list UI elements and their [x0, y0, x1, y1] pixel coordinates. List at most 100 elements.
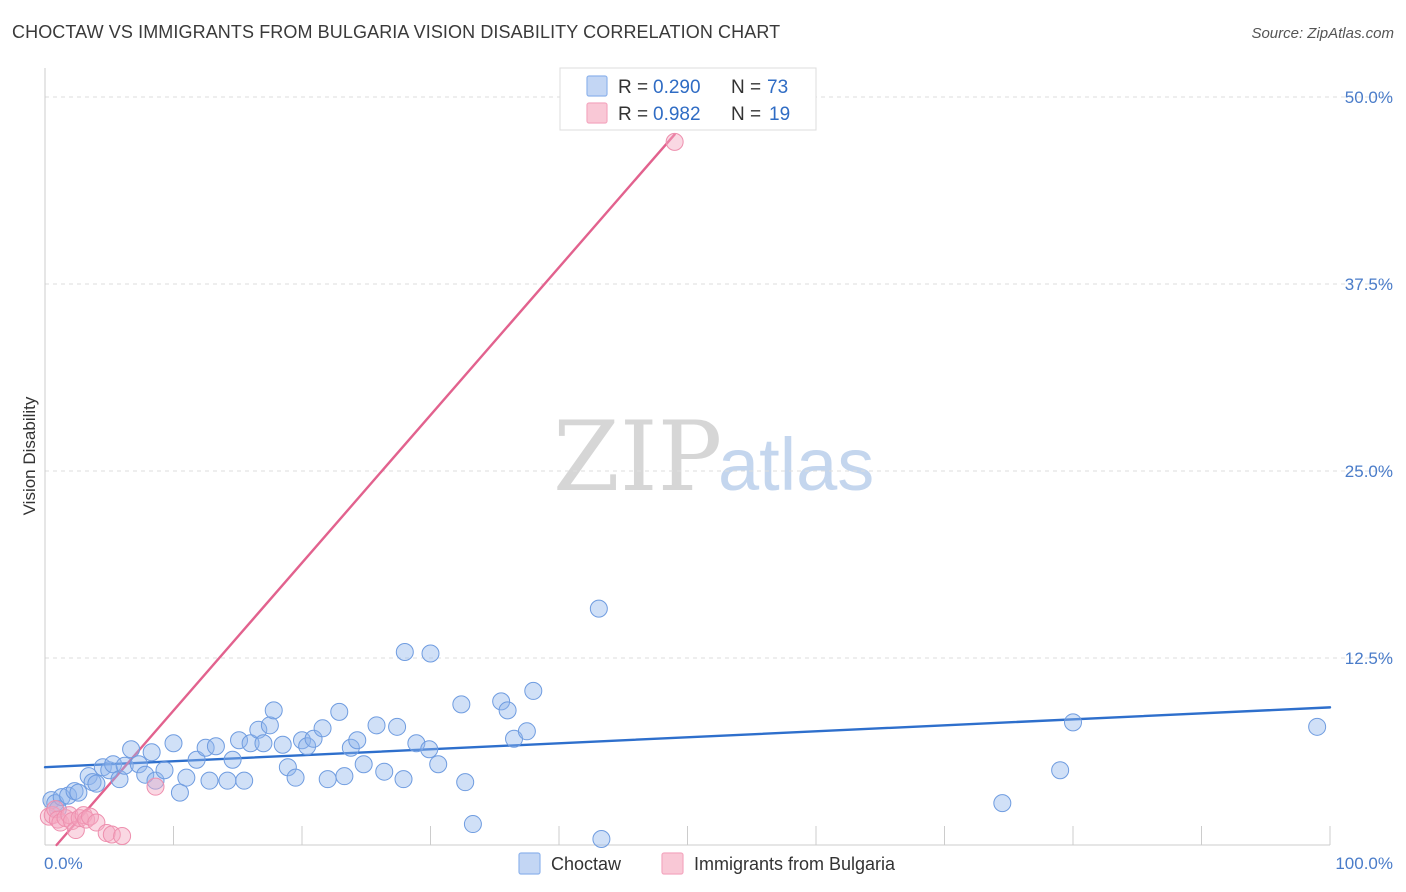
data-point-choctaw	[260, 716, 279, 735]
data-point-choctaw	[335, 767, 354, 786]
y-tick-label: 25.0%	[1345, 462, 1393, 481]
data-point-choctaw	[498, 701, 517, 720]
legend-swatch-bulgaria	[586, 102, 608, 124]
data-point-choctaw	[517, 722, 536, 741]
data-point-choctaw	[1051, 761, 1070, 780]
data-point-choctaw	[104, 755, 123, 774]
data-point-choctaw	[136, 765, 155, 784]
data-point-choctaw	[170, 783, 189, 802]
data-point-choctaw	[395, 643, 414, 662]
data-point-choctaw	[218, 771, 237, 790]
legend-swatch-choctaw	[586, 75, 608, 97]
data-point-choctaw	[129, 755, 148, 774]
trend-line-bulgaria	[55, 133, 676, 847]
trend-lines	[43, 133, 1332, 847]
stats-legend: R = 0.290 N = 73 R = 0.982 N = 19	[559, 67, 817, 131]
data-point-choctaw	[1308, 717, 1327, 736]
legend-r-label: R =	[618, 77, 648, 98]
data-point-choctaw	[318, 770, 337, 789]
data-point-bulgaria	[146, 777, 165, 796]
x-tick-label: 100.0%	[1335, 854, 1393, 873]
data-point-choctaw	[421, 644, 440, 663]
x-tick-labels: 0.0% 100.0%	[44, 854, 1393, 873]
data-point-choctaw	[87, 774, 106, 793]
data-point-choctaw	[304, 729, 323, 748]
y-tick-label: 12.5%	[1345, 649, 1393, 668]
data-point-choctaw	[420, 740, 439, 759]
data-point-choctaw	[348, 731, 367, 750]
y-tick-label: 37.5%	[1345, 275, 1393, 294]
data-point-choctaw	[293, 731, 311, 750]
data-points	[39, 132, 1327, 849]
data-point-choctaw	[1064, 713, 1082, 732]
series-legend-swatch-choctaw	[518, 852, 541, 875]
data-point-choctaw	[254, 734, 273, 753]
data-point-bulgaria	[665, 132, 684, 151]
data-point-choctaw	[589, 599, 608, 618]
data-point-choctaw	[524, 681, 543, 700]
legend-r-value-bulgaria: 0.982	[653, 104, 701, 125]
data-point-choctaw	[993, 794, 1012, 813]
trend-line-choctaw	[43, 706, 1332, 769]
data-point-choctaw	[456, 773, 475, 792]
data-point-choctaw	[278, 758, 297, 777]
data-point-choctaw	[223, 750, 242, 769]
data-point-choctaw	[69, 783, 88, 802]
legend-n-value-bulgaria: 19	[769, 104, 790, 125]
data-point-choctaw	[286, 768, 305, 787]
data-point-choctaw	[375, 762, 394, 781]
series-legend-swatch-bulgaria	[661, 852, 684, 875]
data-point-choctaw	[429, 755, 448, 774]
legend-n-label: N =	[731, 104, 761, 125]
data-point-choctaw	[313, 719, 332, 738]
data-point-choctaw	[592, 830, 611, 849]
watermark-atlas: atlas	[718, 423, 874, 506]
data-point-choctaw	[155, 761, 174, 780]
data-point-choctaw	[249, 720, 268, 739]
data-point-choctaw	[164, 734, 183, 753]
y-axis-label: Vision Disability	[20, 396, 39, 515]
series-legend: Choctaw Immigrants from Bulgaria	[518, 852, 896, 875]
gridlines	[45, 96, 1392, 659]
legend-n-value-choctaw: 73	[767, 77, 788, 98]
data-point-choctaw	[264, 701, 283, 720]
data-point-choctaw	[452, 695, 471, 714]
y-tick-labels: 12.5% 25.0% 37.5% 50.0%	[1345, 88, 1393, 668]
data-point-choctaw	[122, 740, 141, 759]
axes	[44, 68, 1331, 846]
data-point-choctaw	[187, 750, 206, 769]
legend-n-label: N =	[731, 77, 761, 98]
data-point-choctaw	[492, 692, 511, 711]
chart-title: CHOCTAW VS IMMIGRANTS FROM BULGARIA VISI…	[12, 22, 781, 42]
data-point-choctaw	[330, 702, 349, 721]
data-point-choctaw	[142, 743, 161, 762]
series-legend-label-choctaw: Choctaw	[551, 854, 622, 874]
data-point-choctaw	[235, 771, 254, 790]
series-legend-label-bulgaria: Immigrants from Bulgaria	[694, 854, 896, 874]
data-point-choctaw	[463, 815, 482, 834]
y-tick-label: 50.0%	[1345, 88, 1393, 107]
data-point-choctaw	[146, 771, 165, 790]
data-point-bulgaria	[48, 810, 67, 829]
data-point-choctaw	[206, 737, 225, 756]
data-point-bulgaria	[113, 827, 132, 846]
data-point-choctaw	[341, 738, 360, 757]
data-point-choctaw	[200, 771, 219, 790]
data-point-choctaw	[177, 768, 196, 787]
data-point-choctaw	[298, 737, 317, 756]
data-point-choctaw	[367, 716, 386, 735]
data-point-choctaw	[241, 734, 260, 753]
data-point-choctaw	[394, 770, 413, 789]
data-point-choctaw	[388, 717, 407, 736]
data-point-choctaw	[354, 755, 373, 774]
data-point-choctaw	[115, 756, 134, 775]
data-point-choctaw	[273, 735, 292, 754]
data-point-choctaw	[230, 731, 249, 750]
data-point-choctaw	[59, 786, 78, 805]
legend-r-label: R =	[618, 104, 648, 125]
data-point-choctaw	[110, 770, 129, 789]
source-label: Source: ZipAtlas.com	[1251, 25, 1394, 42]
x-tick-label: 0.0%	[44, 854, 83, 873]
legend-r-value-choctaw: 0.290	[653, 77, 701, 98]
